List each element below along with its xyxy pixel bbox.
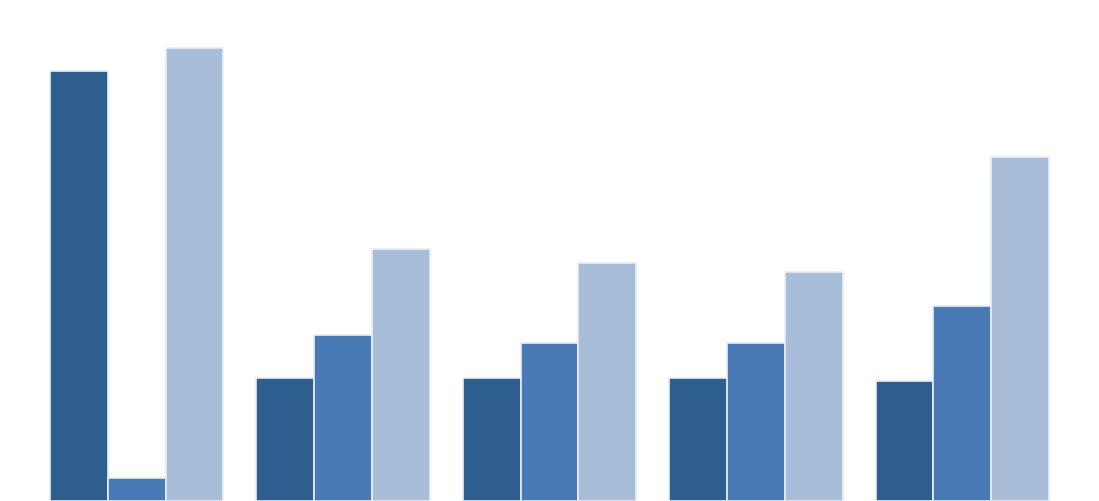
- Bar: [256, 378, 314, 501]
- Bar: [166, 49, 223, 501]
- Bar: [463, 378, 521, 501]
- Bar: [371, 249, 430, 501]
- Bar: [49, 72, 108, 501]
- Bar: [578, 264, 636, 501]
- Bar: [785, 272, 843, 501]
- Bar: [669, 378, 728, 501]
- Bar: [876, 381, 933, 501]
- Bar: [108, 478, 166, 501]
- Bar: [991, 157, 1050, 501]
- Bar: [933, 306, 991, 501]
- Bar: [728, 344, 785, 501]
- Bar: [521, 344, 578, 501]
- Bar: [314, 335, 371, 501]
